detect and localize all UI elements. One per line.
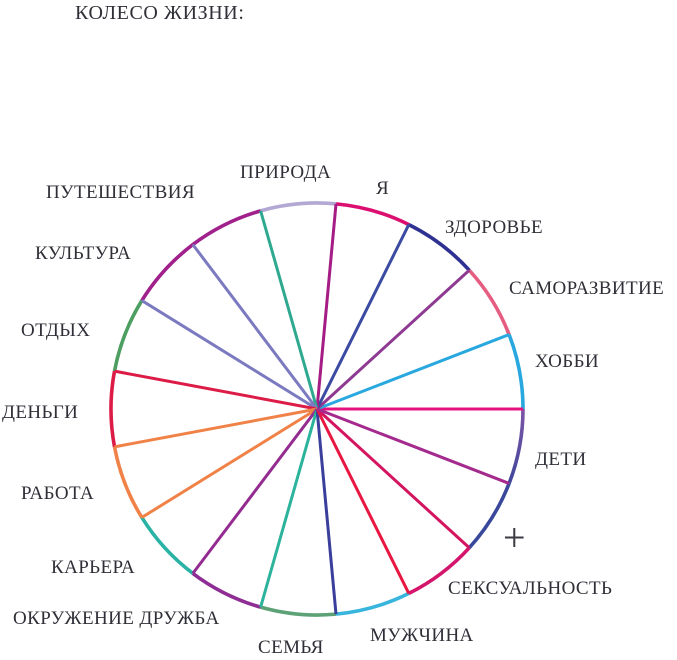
arc-career: [140, 516, 194, 575]
spoke-me: [315, 223, 411, 410]
arc-plus: [467, 482, 511, 549]
arc-me: [335, 202, 410, 227]
arc-rest: [112, 299, 144, 372]
arc-health: [408, 222, 471, 272]
spoke-nature: [315, 203, 338, 410]
spoke-children: [316, 407, 510, 485]
label-children: ДЕТИ: [535, 449, 587, 470]
arc-nature: [260, 201, 337, 213]
spoke-career: [141, 407, 318, 519]
label-work: РАБОТА: [21, 483, 95, 504]
arc-money: [109, 370, 117, 448]
arc-work: [112, 446, 144, 519]
spoke-travel: [259, 210, 319, 410]
arc-culture: [140, 243, 194, 302]
label-nature: ПРИРОДА: [240, 162, 332, 183]
label-family: СЕМЬЯ: [258, 637, 324, 658]
label-travel: ПУТЕШЕСТВИЯ: [46, 182, 195, 203]
arc-self-development: [467, 269, 511, 336]
arc-travel: [191, 209, 262, 247]
label-rest: ОТДЫХ: [21, 320, 91, 341]
label-money: ДЕНЬГИ: [2, 402, 79, 423]
arc-sexuality: [408, 546, 471, 596]
label-self-development: САМОРАЗВИТИЕ: [509, 278, 665, 299]
spoke-health: [315, 269, 471, 411]
spoke-man: [315, 408, 338, 615]
spoke-friends: [191, 408, 319, 575]
label-friends: ОКРУЖЕНИЕ ДРУЖБА: [13, 608, 220, 629]
spoke-plus: [315, 407, 471, 549]
label-man: МУЖЧИНА: [370, 625, 474, 646]
label-health: ЗДОРОВЬЕ: [445, 217, 543, 238]
arc-friends: [191, 571, 262, 609]
label-hobby: ХОББИ: [535, 351, 600, 372]
spoke-culture: [191, 243, 319, 410]
label-me: Я: [376, 178, 390, 199]
arc-children: [507, 408, 525, 485]
spoke-family: [259, 408, 319, 608]
label-plus: +: [503, 515, 526, 560]
arc-man: [335, 591, 410, 616]
spoke-rest: [141, 299, 318, 411]
spoke-sexuality: [315, 408, 411, 595]
spoke-money: [114, 369, 318, 411]
label-sexuality: СЕКСУАЛЬНОСТЬ: [448, 578, 613, 599]
label-career: КАРЬЕРА: [51, 557, 136, 578]
arc-hobby: [507, 333, 525, 410]
page-title: КОЛЕСО ЖИЗНИ:: [75, 2, 245, 24]
spoke-work: [114, 407, 318, 449]
spoke-self-development: [316, 333, 510, 411]
label-culture: КУЛЬТУРА: [35, 243, 132, 264]
arc-family: [260, 605, 337, 617]
